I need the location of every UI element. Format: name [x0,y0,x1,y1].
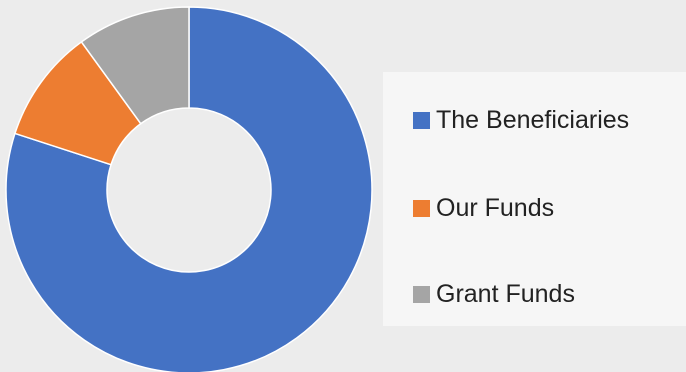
donut-slice-grant-funds [80,6,190,125]
legend-label-our-funds: Our Funds [436,193,555,222]
chart-legend: The Beneficiaries Our Funds Grant Funds [383,72,686,326]
legend-item-our-funds: Our Funds [413,190,554,226]
legend-label-beneficiaries: The Beneficiaries [436,105,630,134]
legend-label-grant-funds: Grant Funds [436,279,575,308]
legend-item-beneficiaries: The Beneficiaries [413,102,629,138]
legend-swatch-grant-funds [413,285,430,303]
legend-swatch-beneficiaries [413,111,430,129]
donut-slice-beneficiaries [5,6,373,372]
legend-swatch-our-funds [413,199,430,217]
legend-item-grant-funds: Grant Funds [413,276,575,312]
